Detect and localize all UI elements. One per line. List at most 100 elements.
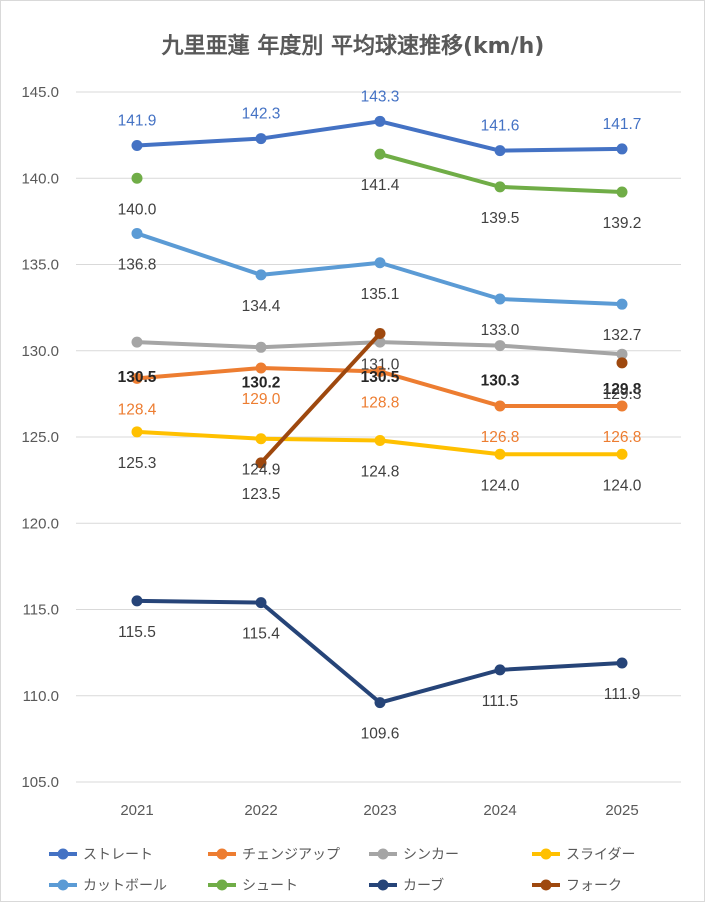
y-tick-label: 145.0 (21, 84, 59, 101)
series-5 (131, 148, 628, 198)
data-label: 141.4 (361, 177, 400, 194)
legend-item: シュート (208, 878, 298, 894)
data-point (494, 448, 506, 460)
legend-label: シンカー (403, 847, 459, 863)
data-point (494, 293, 506, 305)
x-tick-label: 2021 (120, 802, 153, 819)
data-point (374, 328, 386, 339)
legend-swatch-marker (540, 848, 552, 860)
legend-label: カットボール (83, 878, 167, 894)
data-point (494, 340, 506, 352)
y-tick-label: 130.0 (21, 343, 59, 360)
x-tick-label: 2022 (244, 802, 277, 819)
data-point (131, 595, 143, 607)
legend-swatch-marker (57, 848, 69, 860)
data-point (374, 336, 386, 348)
data-label: 111.9 (604, 686, 641, 703)
data-label: 133.0 (481, 322, 520, 339)
legend-item: カーブ (369, 877, 444, 894)
data-label: 126.8 (603, 429, 642, 446)
data-label: 124.9 (242, 462, 281, 479)
data-label: 141.7 (603, 116, 642, 133)
series-4 (131, 227, 628, 310)
data-point (255, 341, 267, 353)
data-point (255, 433, 267, 445)
data-point (131, 172, 143, 184)
legend-swatch-marker (216, 879, 228, 891)
legend-item: フォーク (532, 878, 622, 894)
legend-item: ストレート (49, 847, 153, 863)
legend-swatch-marker (216, 848, 228, 860)
data-label: 128.8 (361, 394, 400, 411)
data-point (255, 597, 267, 609)
legend-item: シンカー (369, 847, 459, 863)
data-label: 132.7 (603, 327, 642, 344)
data-label: 126.8 (481, 429, 520, 446)
data-label: 130.5 (118, 369, 157, 386)
legend-label: カーブ (403, 877, 444, 894)
data-label: 135.1 (361, 286, 400, 303)
y-tick-label: 105.0 (21, 774, 59, 791)
data-label: 115.5 (118, 624, 156, 641)
series-1 (131, 362, 628, 412)
data-label: 123.5 (242, 486, 281, 503)
legend-swatch-marker (377, 879, 389, 891)
data-point (131, 336, 143, 348)
data-label: 130.2 (242, 374, 281, 391)
data-label: 140.0 (118, 201, 157, 218)
legend-label: スライダー (566, 847, 635, 863)
data-point (131, 139, 143, 151)
data-label: 136.8 (118, 256, 157, 273)
data-point (255, 269, 267, 281)
data-point (616, 348, 628, 360)
data-label: 131.0 (361, 357, 400, 374)
series-line (261, 334, 622, 463)
data-point (374, 115, 386, 127)
x-tick-label: 2024 (483, 802, 516, 819)
data-label: 124.0 (481, 477, 520, 494)
data-point (494, 145, 506, 157)
legend-item: チェンジアップ (208, 847, 340, 863)
series-6 (131, 595, 628, 709)
data-label: 130.5 (361, 369, 400, 386)
data-label: 109.6 (361, 726, 400, 743)
legend-item: スライダー (532, 847, 635, 863)
data-point (131, 227, 143, 239)
data-label: 129.0 (242, 391, 281, 408)
data-point (616, 298, 628, 310)
data-label: 139.2 (603, 215, 642, 232)
data-point (255, 457, 267, 469)
legend-swatch-marker (377, 848, 389, 860)
data-point (494, 400, 506, 412)
data-point (616, 186, 628, 198)
data-point (374, 257, 386, 269)
x-tick-label: 2025 (605, 802, 638, 819)
legend-item: カットボール (49, 878, 167, 894)
data-label: 111.5 (482, 693, 519, 710)
data-point (374, 365, 386, 377)
y-tick-label: 135.0 (21, 257, 59, 274)
data-label: 142.3 (242, 106, 281, 123)
data-point (494, 181, 506, 193)
data-point (616, 657, 628, 669)
data-point (255, 362, 267, 374)
series-0 (131, 115, 628, 157)
y-tick-label: 125.0 (21, 429, 59, 446)
y-tick-label: 120.0 (21, 515, 59, 532)
data-label: 130.3 (481, 373, 520, 390)
y-tick-label: 110.0 (23, 688, 59, 705)
legend-label: チェンジアップ (242, 847, 340, 863)
chart-title: 九里亜蓮 年度別 平均球速推移(km/h) (161, 33, 545, 59)
legend-swatch-marker (57, 879, 69, 891)
series-7 (255, 328, 628, 469)
data-label: 125.3 (118, 455, 157, 472)
data-point (131, 372, 143, 384)
data-label: 143.3 (361, 88, 400, 105)
data-point (131, 426, 143, 438)
data-point (374, 697, 386, 709)
data-point (374, 148, 386, 160)
series-3 (131, 426, 628, 460)
legend-label: シュート (242, 878, 298, 894)
data-label: 128.4 (118, 401, 157, 418)
